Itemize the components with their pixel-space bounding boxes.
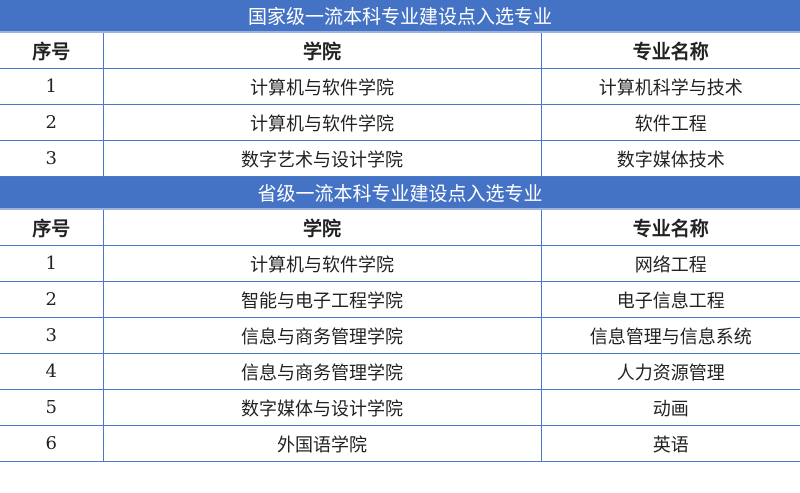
cell-college: 信息与商务管理学院: [103, 317, 542, 354]
majors-table: 国家级一流本科专业建设点入选专业 序号 学院 专业名称 1 计算机与软件学院 计算机科学与技…: [0, 0, 800, 462]
cell-college: 计算机与软件学院: [103, 68, 542, 105]
cell-major: 软件工程: [541, 104, 800, 141]
section-title-row: 省级一流本科专业建设点入选专业: [0, 176, 800, 210]
section-title-row: 国家级一流本科专业建设点入选专业: [0, 0, 800, 33]
table-row: 1 计算机与软件学院 网络工程: [0, 245, 800, 282]
cell-major: 计算机科学与技术: [541, 68, 800, 105]
cell-index: 6: [0, 425, 104, 462]
header-college: 学院: [103, 32, 542, 69]
header-index: 序号: [0, 209, 104, 246]
section-title: 国家级一流本科专业建设点入选专业: [0, 0, 800, 33]
table-row: 2 智能与电子工程学院 电子信息工程: [0, 281, 800, 318]
section-title: 省级一流本科专业建设点入选专业: [0, 176, 800, 210]
cell-college: 计算机与软件学院: [103, 104, 542, 141]
header-row: 序号 学院 专业名称: [0, 209, 800, 246]
cell-index: 4: [0, 353, 104, 390]
table-row: 3 数字艺术与设计学院 数字媒体技术: [0, 140, 800, 177]
header-college: 学院: [103, 209, 542, 246]
cell-major: 电子信息工程: [541, 281, 800, 318]
cell-college: 计算机与软件学院: [103, 245, 542, 282]
table-row: 4 信息与商务管理学院 人力资源管理: [0, 353, 800, 390]
cell-college: 智能与电子工程学院: [103, 281, 542, 318]
cell-major: 网络工程: [541, 245, 800, 282]
header-major: 专业名称: [541, 32, 800, 69]
cell-major: 数字媒体技术: [541, 140, 800, 177]
table-row: 5 数字媒体与设计学院 动画: [0, 389, 800, 426]
cell-major: 信息管理与信息系统: [541, 317, 800, 354]
cell-college: 信息与商务管理学院: [103, 353, 542, 390]
cell-index: 2: [0, 281, 104, 318]
table-row: 1 计算机与软件学院 计算机科学与技术: [0, 68, 800, 105]
cell-major: 英语: [541, 425, 800, 462]
cell-index: 3: [0, 140, 104, 177]
header-major: 专业名称: [541, 209, 800, 246]
cell-index: 5: [0, 389, 104, 426]
cell-major: 人力资源管理: [541, 353, 800, 390]
cell-index: 1: [0, 68, 104, 105]
cell-major: 动画: [541, 389, 800, 426]
table-row: 2 计算机与软件学院 软件工程: [0, 104, 800, 141]
table-row: 6 外国语学院 英语: [0, 425, 800, 462]
cell-index: 3: [0, 317, 104, 354]
cell-college: 数字媒体与设计学院: [103, 389, 542, 426]
table-row: 3 信息与商务管理学院 信息管理与信息系统: [0, 317, 800, 354]
cell-index: 2: [0, 104, 104, 141]
cell-college: 外国语学院: [103, 425, 542, 462]
header-row: 序号 学院 专业名称: [0, 32, 800, 69]
header-index: 序号: [0, 32, 104, 69]
cell-college: 数字艺术与设计学院: [103, 140, 542, 177]
cell-index: 1: [0, 245, 104, 282]
